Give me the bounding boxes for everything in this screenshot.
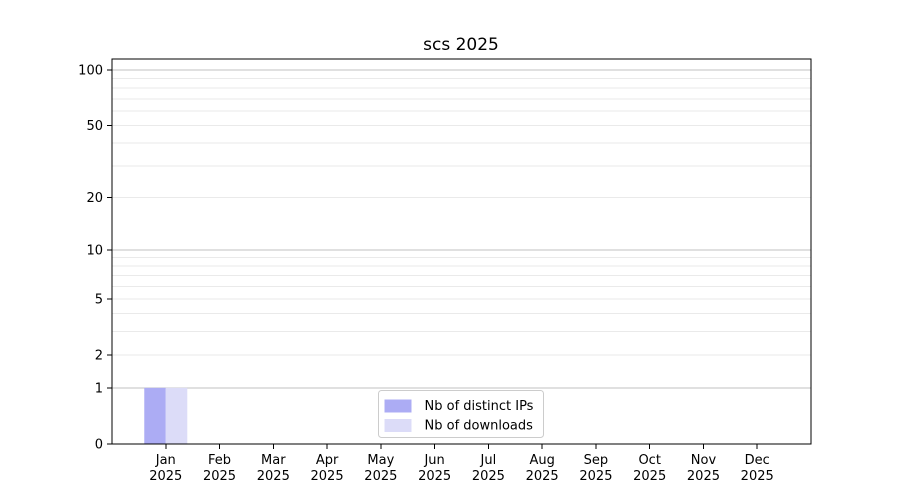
- bar: [165, 387, 188, 444]
- x-tick-label: Sep 2025: [579, 453, 612, 484]
- chart-title: scs 2025: [423, 35, 499, 55]
- axes-layer: 0 1 2 5 10 20 50 100 Jan 2025 Feb 2025 Mar 2025 Apr 202…: [78, 58, 812, 484]
- gridlines-layer: [112, 69, 811, 389]
- x-tick-label: Jan 2025: [149, 453, 182, 484]
- legend-swatch: [384, 399, 412, 413]
- legend-label: Nb of downloads: [425, 419, 534, 434]
- legend-swatch: [384, 419, 412, 432]
- y-tick-label: 100: [78, 64, 103, 79]
- y-tick-label: 50: [86, 119, 103, 134]
- y-tick-label: 5: [95, 292, 103, 307]
- y-tick-label: 2: [95, 349, 103, 364]
- legend: Nb of distinct IPs Nb of downloads: [378, 390, 544, 438]
- x-tick-label: Oct 2025: [633, 453, 666, 484]
- x-tick-label: Dec 2025: [741, 453, 774, 484]
- x-tick-label: Apr 2025: [311, 453, 344, 484]
- y-tick-label: 1: [95, 381, 103, 396]
- x-tick-label: Jul 2025: [472, 453, 505, 484]
- y-tick-label: 10: [86, 243, 103, 258]
- x-tick-label: May 2025: [364, 453, 397, 484]
- y-tick-label: 20: [86, 191, 103, 206]
- x-tick-label: Feb 2025: [203, 453, 236, 484]
- x-tick-label: Jun 2025: [418, 453, 451, 484]
- x-tick-label: Aug 2025: [526, 453, 559, 484]
- bars-layer: [144, 387, 188, 444]
- legend-label: Nb of distinct IPs: [425, 399, 534, 414]
- legend-box: [378, 390, 544, 438]
- x-tick-label: Mar 2025: [257, 453, 290, 484]
- bar: [144, 387, 166, 444]
- y-tick-label: 0: [95, 438, 103, 453]
- x-tick-label: Nov 2025: [687, 453, 720, 484]
- plot-border: [111, 58, 812, 445]
